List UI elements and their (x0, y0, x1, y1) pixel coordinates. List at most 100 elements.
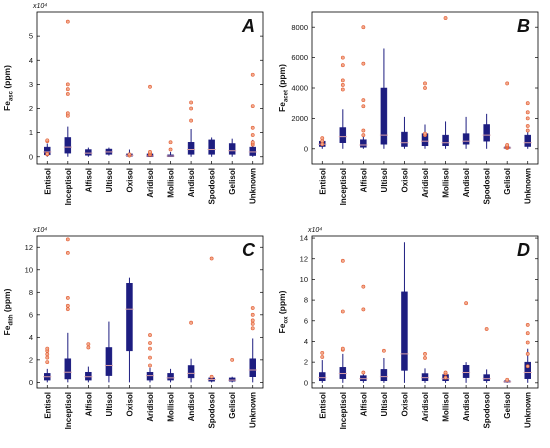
y-axis-title: Feasc (ppm) (2, 65, 15, 111)
y-tick-label: 4 (29, 333, 33, 342)
box-group (248, 306, 257, 383)
outlier-point (525, 340, 530, 345)
category-label: Alfisol (359, 392, 368, 416)
boxplot-chart-a: 0 1 2 3 4 5 x10⁴ Feasc (ppm) A Entisol Inceptisol A… (2, 3, 264, 205)
y-tick-label: 5 (29, 32, 33, 41)
outlier-point (423, 86, 427, 90)
outlier-point (250, 318, 255, 323)
category-label: Ultisol (380, 392, 389, 416)
outlier-point (148, 333, 152, 337)
box-group (482, 327, 491, 383)
box (64, 137, 72, 154)
box-group (462, 116, 471, 149)
box-group (359, 284, 368, 383)
category-label: Alfisol (359, 168, 368, 192)
outlier-point (250, 321, 255, 326)
y-tick-label: 4 (304, 337, 308, 346)
outlier-point (423, 356, 427, 360)
outlier-point (320, 136, 325, 141)
y-axis-title-main: Fe (277, 323, 287, 333)
box-group (441, 16, 450, 149)
outlier-point (361, 284, 366, 289)
outlier-point (168, 147, 173, 152)
outlier-point (382, 348, 386, 353)
box (249, 146, 256, 156)
y-tick-label: 8 (29, 288, 33, 297)
y-tick-label: 6000 (291, 53, 308, 62)
y-tick-label: 4000 (291, 84, 308, 93)
outlier-point (423, 81, 427, 86)
category-label: Oxisol (125, 392, 134, 416)
category-label: Mollisol (167, 168, 176, 198)
outlier-point (443, 16, 448, 20)
outlier-point (250, 104, 255, 108)
outlier-point (340, 87, 345, 92)
outlier-point (148, 150, 152, 154)
outlier-point (361, 98, 366, 103)
outlier-point (484, 327, 489, 331)
outlier-point (209, 256, 214, 261)
panel-b: 0 2000 4000 6000 8000 Feacet (ppm) B Entisol Inc… (275, 0, 550, 224)
category-label: Mollisol (167, 392, 176, 422)
box (360, 375, 367, 382)
box (462, 365, 470, 378)
outlier-point (250, 133, 255, 137)
outlier-point (189, 100, 193, 105)
category-label: Gelisol (228, 168, 237, 195)
y-axis-title-subscript: dith (9, 314, 15, 325)
box-group (166, 368, 175, 383)
category-label: Gelisol (503, 392, 512, 419)
category-label: Inceptisol (339, 168, 348, 205)
outlier-point (423, 131, 427, 136)
outlier-point (65, 303, 70, 308)
y-tick-label: 14 (300, 234, 308, 243)
outlier-point (45, 355, 50, 360)
outlier-point (65, 296, 70, 300)
outlier-point (361, 307, 366, 312)
category-label: Aridisol (421, 392, 430, 422)
panel-letter: D (517, 240, 530, 260)
outlier-point (525, 331, 530, 336)
category-label: Ultisol (105, 168, 114, 192)
outlier-point (340, 55, 345, 60)
outlier-point (250, 326, 255, 331)
outlier-point (340, 78, 345, 83)
outlier-point (320, 142, 325, 147)
outlier-point (148, 346, 152, 351)
outlier-point (45, 151, 50, 156)
box-group (104, 321, 113, 383)
y-axis-title-main: Fe (277, 102, 287, 112)
category-label: Unknown (249, 168, 258, 204)
y-tick-label: 0 (304, 144, 308, 153)
outlier-point (45, 360, 50, 365)
box (85, 149, 92, 156)
y-axis-title-unit: (ppm) (277, 290, 287, 316)
box-group (146, 84, 154, 158)
box (187, 365, 195, 379)
y-axis-title: Feacet (ppm) (277, 64, 290, 112)
category-label: Andisol (462, 392, 471, 421)
box-group (503, 377, 512, 383)
panel-c: 0 2 4 6 8 10 12 x10⁴ Fedith (ppm) C Entisol Incepti… (0, 224, 275, 448)
category-label: Spodosol (208, 392, 217, 428)
box-group (421, 81, 429, 149)
outlier-point (443, 375, 448, 380)
y-tick-label: 0 (29, 152, 33, 161)
outlier-point (525, 128, 530, 133)
box-group (338, 258, 347, 383)
outlier-point (65, 111, 70, 116)
y-tick-label: 10 (300, 275, 308, 284)
category-label: Entisol (43, 168, 52, 195)
box-group (523, 101, 532, 149)
outlier-point (65, 19, 70, 24)
y-tick-label: 12 (300, 254, 308, 263)
box (228, 143, 236, 155)
outlier-point (525, 364, 530, 369)
box (380, 87, 388, 145)
outlier-point (505, 143, 510, 147)
outlier-point (525, 110, 530, 115)
category-label: Oxisol (400, 168, 409, 192)
box-group (318, 350, 327, 383)
outlier-point (320, 139, 325, 144)
y-tick-label: 6 (29, 310, 33, 319)
